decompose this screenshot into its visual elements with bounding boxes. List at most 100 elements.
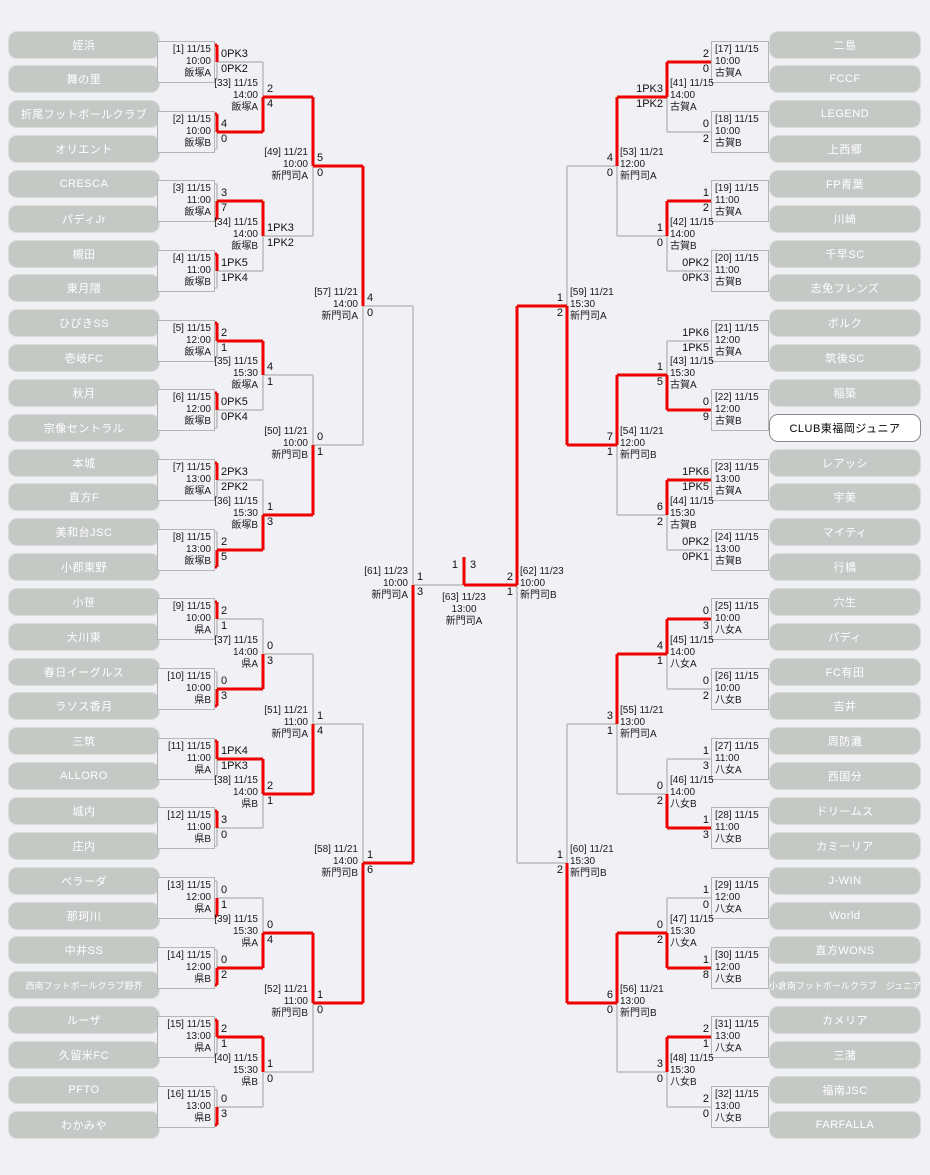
team-box[interactable]: ラソス香月 (8, 692, 160, 720)
match-label-line: 飯塚A (184, 486, 211, 497)
match-label-line: 古賀B (670, 241, 697, 252)
match-label-line: 15:30 (670, 926, 696, 937)
team-box[interactable]: 庄内 (8, 832, 160, 860)
team-box[interactable]: ひびきSS (8, 309, 160, 337)
team-box[interactable]: 二島 (769, 31, 921, 59)
match-label-line: 八女B (715, 834, 742, 845)
team-box[interactable]: ルーザ (8, 1006, 160, 1034)
team-box[interactable]: 周防灘 (769, 727, 921, 755)
team-box[interactable]: ドリームス (769, 797, 921, 825)
team-box[interactable]: 行橋 (769, 553, 921, 581)
team-box[interactable]: FP青葉 (769, 170, 921, 198)
match-label-line: 八女B (670, 799, 697, 810)
team-box[interactable]: 本城 (8, 449, 160, 477)
team-box[interactable]: 志免フレンズ (769, 274, 921, 302)
team-box[interactable]: 春日イーグルス (8, 658, 160, 686)
match-52-label: [52] 11/21 11:00 新門司B (236, 984, 308, 1020)
match-19-score-bottom: 2 (702, 202, 709, 214)
match-40-score-bottom: 0 (267, 1073, 274, 1085)
team-box[interactable]: 舞の里 (8, 65, 160, 93)
team-box[interactable]: 吉井 (769, 692, 921, 720)
team-box[interactable]: 直方F (8, 483, 160, 511)
team-box[interactable]: 西国分 (769, 762, 921, 790)
team-box[interactable]: J-WIN (769, 867, 921, 895)
team-box[interactable]: 穴生 (769, 588, 921, 616)
match-label-line: 県B (194, 974, 211, 985)
team-box[interactable]: 千早SC (769, 240, 921, 268)
team-box[interactable]: LEGEND (769, 100, 921, 128)
match-62-score-bottom: 1 (506, 586, 513, 598)
team-box[interactable]: 久留米FC (8, 1041, 160, 1069)
team-box[interactable]: FARFALLA (769, 1111, 921, 1139)
team-box[interactable]: わかみや (8, 1111, 160, 1139)
team-box[interactable]: 大川東 (8, 623, 160, 651)
team-box[interactable]: PFTO (8, 1076, 160, 1104)
team-box[interactable]: レアッシ (769, 449, 921, 477)
team-box[interactable]: 三潴 (769, 1041, 921, 1069)
team-box[interactable]: パディ (769, 623, 921, 651)
match-label-line: 飯塚A (231, 380, 258, 391)
match-label-line: 10:00 (382, 578, 408, 589)
match-label-line: 新門司A (570, 311, 607, 322)
team-box[interactable]: 姪浜 (8, 31, 160, 59)
match-label-line: [41] 11/15 (670, 78, 714, 89)
team-box[interactable]: 城内 (8, 797, 160, 825)
team-box[interactable]: 秋月 (8, 379, 160, 407)
team-box[interactable]: 小笹 (8, 588, 160, 616)
match-label-line: 14:00 (670, 229, 696, 240)
team-box[interactable]: 壱岐FC (8, 344, 160, 372)
match-label-line: 古賀B (715, 138, 742, 149)
team-box-champion[interactable]: CLUB東福岡ジュニア (769, 414, 921, 442)
match-label-line: [58] 11/21 (314, 844, 358, 855)
team-box[interactable]: 宗像セントラル (8, 414, 160, 442)
team-box[interactable]: 美和台JSC (8, 518, 160, 546)
team-box[interactable]: 折尾フットボールクラブ (8, 100, 160, 128)
match-label-line: 13:00 (715, 1101, 741, 1112)
team-box[interactable]: ALLORO (8, 762, 160, 790)
match-9-score-top: 2 (221, 605, 228, 617)
match-label-line: 新門司B (620, 1008, 657, 1019)
match-label-line: 15:30 (670, 1065, 696, 1076)
team-box[interactable]: CRESCA (8, 170, 160, 198)
team-box[interactable]: マイティ (769, 518, 921, 546)
team-box[interactable]: 小倉南フットボールクラブ ジュニア (769, 971, 921, 999)
match-56-label: [56] 11/21 13:00 新門司B (620, 984, 692, 1020)
team-box[interactable]: 筑後SC (769, 344, 921, 372)
team-box[interactable]: カメリア (769, 1006, 921, 1034)
team-box[interactable]: 中井SS (8, 936, 160, 964)
team-box[interactable]: ペラーダ (8, 867, 160, 895)
team-box[interactable]: 小郡東野 (8, 553, 160, 581)
team-box[interactable]: 稲築 (769, 379, 921, 407)
team-box[interactable]: 西南フットボールクラブ野芥 (8, 971, 160, 999)
match-6-score-top: 0PK5 (221, 396, 248, 408)
match-label-line: 八女A (715, 1043, 742, 1054)
team-box[interactable]: 槻田 (8, 240, 160, 268)
team-box[interactable]: 東月隈 (8, 274, 160, 302)
match-label-line: 12:00 (715, 404, 741, 415)
team-box[interactable]: 上西郷 (769, 135, 921, 163)
team-box[interactable]: 宇美 (769, 483, 921, 511)
match-label-line: 12:00 (620, 438, 646, 449)
team-box[interactable]: FCCF (769, 65, 921, 93)
team-box[interactable]: パディJr (8, 205, 160, 233)
match-label-line: 飯塚B (184, 416, 211, 427)
team-box[interactable]: 直方WONS (769, 936, 921, 964)
match-label-line: 県A (241, 659, 258, 670)
match-label-line: 新門司B (271, 450, 308, 461)
match-15-label: [15] 11/15 13:00 県A (157, 1016, 215, 1058)
team-box[interactable]: FC有田 (769, 658, 921, 686)
match-label-line: 11:00 (186, 822, 211, 833)
match-35-label: [35] 11/15 15:30 飯塚A (186, 356, 258, 392)
match-label-line: 古賀A (715, 68, 742, 79)
match-1-score-top: 0PK3 (221, 48, 248, 60)
match-45-score-bottom: 1 (656, 655, 663, 667)
team-box[interactable]: World (769, 902, 921, 930)
team-box[interactable]: 三筑 (8, 727, 160, 755)
match-label-line: 11:00 (283, 996, 308, 1007)
team-box[interactable]: 福南JSC (769, 1076, 921, 1104)
team-box[interactable]: 川崎 (769, 205, 921, 233)
team-box[interactable]: カミーリア (769, 832, 921, 860)
team-box[interactable]: オリエント (8, 135, 160, 163)
team-box[interactable]: 那珂川 (8, 902, 160, 930)
team-box[interactable]: ポルク (769, 309, 921, 337)
